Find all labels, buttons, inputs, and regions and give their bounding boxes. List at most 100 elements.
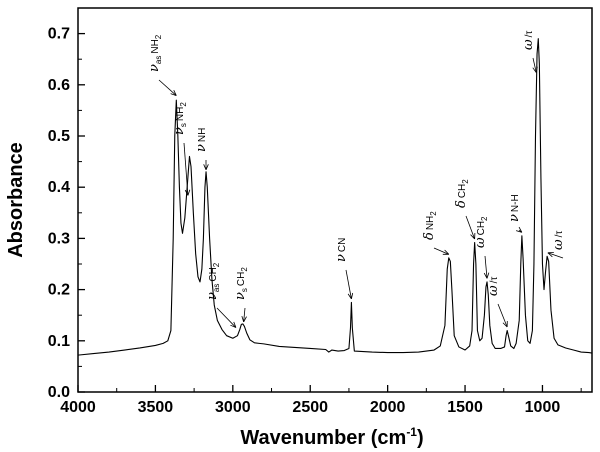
annotation-text: CH	[476, 221, 487, 235]
annotation-arrowhead	[170, 89, 177, 96]
annotation-text: CN	[337, 238, 348, 252]
absorbance-series-line	[77, 38, 593, 356]
annotation-label: δ CH2	[454, 179, 470, 208]
annotation-sub2: 2	[461, 179, 470, 184]
annotation-text: CH	[457, 184, 468, 198]
annotation-arrow	[497, 303, 508, 328]
annotation-label: νs NH2	[172, 102, 188, 135]
annotation-sub2: 2	[429, 211, 438, 216]
annotation-sub2: 2	[154, 34, 163, 39]
annotation-label: ω/τ	[486, 277, 501, 296]
annotation-arrow	[547, 252, 564, 259]
annotation-arrowhead	[442, 249, 450, 255]
peak-annotation: ω CH2	[473, 216, 490, 279]
annotation-text: N-H	[510, 194, 521, 212]
annotation-arrow	[433, 247, 449, 255]
annotation-label: νas CH2	[205, 262, 221, 300]
annotation-text: /τ	[554, 231, 565, 238]
peak-annotation: νs NH2	[172, 102, 191, 196]
annotation-arrowhead	[532, 66, 538, 73]
annotation-label: ω/τ	[521, 31, 536, 50]
annotation-arrowhead	[230, 321, 237, 328]
annotation-label: ν N-H	[507, 194, 522, 222]
annotation-arrow	[532, 57, 537, 73]
annotation-sub: as	[212, 284, 221, 292]
annotation-arrow	[345, 269, 352, 299]
y-tick-label: 0.2	[48, 282, 70, 299]
annotation-text: CH	[208, 267, 219, 281]
x-tick-label: 1000	[525, 399, 561, 416]
y-tick-label: 0.7	[48, 26, 70, 43]
annotation-greek: ν	[334, 254, 349, 262]
annotation-greek: ω	[486, 285, 501, 296]
annotation-sub2: 2	[240, 267, 249, 272]
annotation-greek: ν	[205, 292, 220, 300]
y-tick-label: 0.5	[48, 128, 70, 145]
peak-annotation: ω/τ	[486, 277, 508, 328]
x-axis-title-tail: )	[417, 427, 424, 449]
peak-annotation: δ CH2	[454, 179, 476, 240]
annotation-greek: ν	[233, 292, 248, 300]
annotation-arrow	[243, 307, 246, 322]
x-tick-label: 4000	[60, 399, 96, 416]
axis-tick-labels: 4000 3500 3000 2500 2000 1500 1000 0.0 0.1 0.2 0.3…	[48, 26, 561, 416]
annotation-label: ν CN	[334, 238, 349, 262]
annotation-text: NH	[175, 107, 186, 121]
peak-annotation: ν CN	[334, 238, 354, 300]
annotation-label: νas NH2	[147, 34, 163, 72]
annotation-arrowhead	[502, 321, 508, 328]
y-tick-label: 0.3	[48, 230, 70, 247]
annotation-greek: ω	[521, 39, 536, 50]
peak-annotation: ω/τ	[521, 31, 538, 73]
annotation-arrowhead	[184, 189, 191, 196]
annotation-sub2: 2	[480, 216, 489, 221]
peak-annotation: νas NH2	[147, 34, 177, 96]
y-tick-label: 0.1	[48, 333, 70, 350]
y-tick-label: 0.4	[48, 179, 70, 196]
y-tick-label: 0.6	[48, 77, 70, 94]
annotation-arrowhead	[483, 272, 490, 279]
annotation-greek: δ	[422, 232, 437, 240]
x-tick-label: 3500	[138, 399, 174, 416]
annotation-arrowhead	[547, 251, 554, 258]
annotation-text: NH	[425, 216, 436, 230]
annotation-arrowhead	[241, 316, 247, 323]
annotation-arrow	[465, 215, 476, 240]
peak-annotation: νas CH2	[205, 262, 237, 328]
annotation-arrow	[484, 255, 488, 279]
annotation-sub2: 2	[212, 262, 221, 267]
annotation-greek: ν	[147, 64, 162, 72]
annotation-arrow	[158, 79, 177, 96]
annotation-arrowhead	[515, 226, 523, 233]
annotation-text: NH	[150, 39, 161, 53]
annotation-sub2: 2	[179, 102, 188, 107]
x-axis-title-sup: -1	[406, 425, 417, 439]
annotation-arrow	[216, 307, 237, 328]
peak-annotation: ν NH	[194, 128, 209, 170]
y-tick-label: 0.0	[48, 384, 70, 401]
annotation-label: ω/τ	[551, 231, 566, 250]
annotation-arrow	[183, 142, 189, 196]
annotation-sub: s	[240, 288, 249, 292]
x-tick-label: 1500	[447, 399, 483, 416]
peak-annotation: νs CH2	[233, 267, 249, 323]
annotation-arrowhead	[203, 164, 209, 170]
y-axis-title: Absorbance	[5, 142, 27, 258]
annotation-greek: ω	[473, 237, 488, 248]
annotation-sub: s	[179, 123, 188, 127]
x-tick-label: 3000	[215, 399, 251, 416]
annotation-text: NH	[197, 128, 208, 142]
annotation-text: /τ	[489, 277, 500, 284]
x-axis-title: Wavenumber (cm-1)	[240, 425, 423, 449]
peak-annotation: ν N-H	[507, 194, 523, 233]
x-tick-label: 2500	[292, 399, 328, 416]
annotation-greek: δ	[454, 200, 469, 208]
annotation-arrowhead	[347, 292, 354, 300]
annotation-label: ν NH	[194, 128, 209, 152]
annotation-arrowhead	[470, 232, 476, 240]
x-axis-title-main: Wavenumber (cm	[240, 427, 406, 449]
annotation-text: CH	[236, 272, 247, 286]
annotation-label: δ NH2	[422, 211, 438, 240]
